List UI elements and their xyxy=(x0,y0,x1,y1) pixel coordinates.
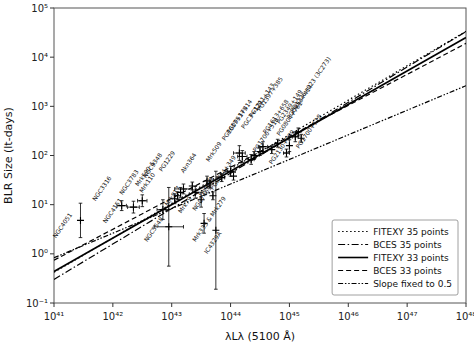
legend: FITEXY 35 points BCES 35 points FITEXY 33 … xyxy=(332,220,458,295)
point-label: PG1226+023 (3C273) xyxy=(288,55,332,113)
y-tick xyxy=(50,155,54,156)
y-tick-label: 10⁰ xyxy=(31,248,48,259)
data-point xyxy=(283,150,290,157)
y-tick xyxy=(50,106,54,107)
fit-line xyxy=(54,32,466,280)
data-points xyxy=(77,128,305,289)
fit-line xyxy=(54,38,466,272)
x-tick-label: 10⁴¹ xyxy=(44,311,65,322)
legend-swatch xyxy=(338,244,368,245)
point-label: Mrk79 xyxy=(176,195,193,215)
y-tick xyxy=(50,303,54,304)
x-tick xyxy=(289,303,290,307)
chart: 10⁴¹ 10⁴² 10⁴³ 10⁴⁴ 10⁴⁵ 10⁴⁶ 10⁴⁷ 10⁴⁸ 10⁻¹ 10⁰ 1… xyxy=(0,0,474,345)
y-tick-label: 10¹ xyxy=(31,199,48,210)
x-tick-label: 10⁴⁴ xyxy=(220,311,241,322)
x-tick-label: 10⁴³ xyxy=(161,311,182,322)
x-tick-label: 10⁴⁸ xyxy=(456,311,474,322)
point-label: IC4329A xyxy=(202,229,223,255)
x-tick xyxy=(54,303,55,307)
x-tick-label: 10⁴⁵ xyxy=(279,311,300,322)
x-tick xyxy=(348,303,349,307)
point-label: NGC4151 xyxy=(101,197,123,225)
data-point xyxy=(230,173,237,180)
x-tick xyxy=(112,303,113,307)
legend-swatch xyxy=(338,270,368,271)
ticks: 10⁴¹ 10⁴² 10⁴³ 10⁴⁴ 10⁴⁵ 10⁴⁶ 10⁴⁷ 10⁴⁸ 10⁻¹ 10⁰ 1… xyxy=(26,3,474,323)
legend-swatch xyxy=(338,257,368,259)
legend-box xyxy=(332,220,458,295)
data-point xyxy=(165,223,172,230)
x-tick xyxy=(171,303,172,307)
y-tick-label: 10⁵ xyxy=(31,3,48,14)
legend-label: Slope fixed to 0.5 xyxy=(373,279,452,289)
point-label: Akn364 xyxy=(179,151,198,174)
x-tick-label: 10⁴⁶ xyxy=(338,311,359,322)
point-label: Mrk817 xyxy=(163,184,182,207)
y-tick xyxy=(50,8,54,9)
y-tick-label: 10² xyxy=(31,150,48,161)
point-label: PG0844+349 xyxy=(208,154,237,191)
legend-label: BCES 33 points xyxy=(373,266,442,276)
legend-swatch xyxy=(338,283,368,284)
y-tick xyxy=(50,253,54,254)
y-tick xyxy=(50,204,54,205)
y-axis-label: BLR Size (lt-days) xyxy=(2,107,15,204)
point-label: PG1229 xyxy=(157,149,176,172)
legend-label: FITEXY 33 points xyxy=(373,253,449,263)
x-tick xyxy=(230,303,231,307)
legend-swatch xyxy=(338,231,368,232)
data-point xyxy=(239,153,246,160)
point-label: Mrk509 xyxy=(204,140,223,163)
point-label: NGC5548 xyxy=(142,215,164,243)
y-tick-label: 10⁴ xyxy=(31,52,48,63)
point-label: NGC3316 xyxy=(90,175,112,203)
data-point xyxy=(209,192,216,199)
legend-label: BCES 35 points xyxy=(373,240,442,250)
plot-frame xyxy=(54,8,466,303)
data-point xyxy=(139,197,146,204)
y-tick-label: 10⁻¹ xyxy=(26,298,48,309)
x-tick-label: 10⁴² xyxy=(102,311,123,322)
point-label: PG1700+518 xyxy=(294,113,323,150)
y-tick xyxy=(50,57,54,58)
x-tick-label: 10⁴⁷ xyxy=(397,311,418,322)
legend-label: FITEXY 35 points xyxy=(373,227,449,237)
fit-line xyxy=(54,31,466,272)
data-point xyxy=(77,217,84,224)
data-point xyxy=(130,204,137,211)
annotations: NGC4051NGC3316NGC4151NGC3783Mrk590 &Mrk1… xyxy=(51,55,332,254)
x-tick xyxy=(466,303,467,307)
fit-line xyxy=(54,43,466,260)
x-axis-label: λLλ (5100 Å) xyxy=(225,330,295,343)
background xyxy=(0,0,474,345)
x-tick xyxy=(407,303,408,307)
point-label: NGC4051 xyxy=(51,211,73,239)
y-tick-label: 10³ xyxy=(31,101,48,112)
